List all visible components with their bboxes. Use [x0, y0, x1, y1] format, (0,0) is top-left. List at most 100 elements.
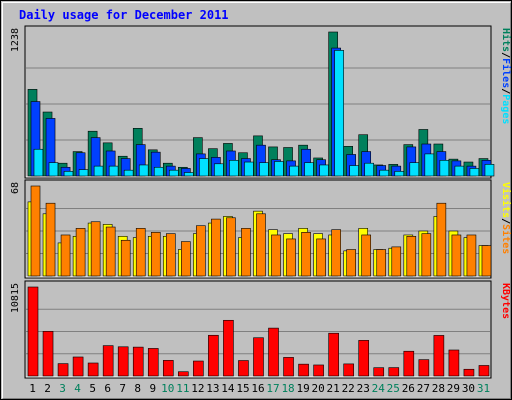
bar-kbytes-day-31	[478, 365, 490, 377]
bar-body	[481, 245, 492, 277]
bar-body	[147, 348, 159, 377]
bar-pages-day-1	[33, 148, 44, 177]
bar-pages-day-30	[469, 168, 480, 177]
bar-body	[181, 241, 191, 277]
x-tick-label: 31	[477, 382, 490, 395]
bar-pages-day-28	[439, 159, 450, 177]
bar-body	[286, 238, 296, 277]
bar-body	[289, 165, 299, 177]
bar-pages-day-29	[454, 165, 465, 177]
bar-sites-day-4	[75, 228, 86, 277]
bar-body	[45, 202, 56, 277]
bar-body	[319, 164, 329, 177]
bar-sites-day-15	[241, 228, 251, 277]
x-tick-label: 18	[281, 382, 294, 395]
bar-kbytes-day-18	[283, 357, 294, 377]
x-axis-tick-labels: 1 2 3 4 5 6 7 8 9 10 11 12 13 14 15 16 17 18 19 20 21 22 23 24 2…	[29, 382, 490, 395]
x-tick-label: 17	[266, 382, 279, 395]
x-tick-label: 23	[357, 382, 370, 395]
panel-kbytes: 10815 KBytes	[10, 280, 511, 379]
bar-body	[394, 171, 405, 177]
bar-sites-day-2	[45, 202, 56, 277]
bar-sites-day-30	[466, 234, 477, 277]
bar-pages-day-11	[184, 172, 194, 177]
bar-sites-day-6	[105, 226, 116, 277]
bar-sites-day-21	[331, 229, 341, 277]
bar-body	[271, 234, 281, 277]
bar-kbytes-day-20	[313, 364, 324, 377]
bar-body	[388, 367, 400, 377]
bar-sites-day-5	[90, 221, 101, 277]
bar-body	[42, 331, 54, 377]
bar-kbytes-day-2	[42, 331, 54, 377]
bar-body	[27, 286, 39, 377]
bar-body	[376, 249, 387, 277]
bar-body	[403, 350, 415, 377]
bar-body	[150, 232, 161, 277]
bar-kbytes-day-3	[57, 363, 69, 377]
bar-sites-day-27	[421, 233, 432, 277]
bar-kbytes-day-16	[253, 337, 264, 377]
bar-kbytes-day-11	[178, 371, 189, 377]
bar-pages-day-15	[244, 161, 254, 177]
bar-kbytes-day-9	[147, 348, 159, 377]
bar-pages-day-22	[349, 165, 359, 177]
bar-body	[244, 161, 254, 177]
bar-sites-day-22	[346, 249, 356, 277]
legend-item-pages: Pages	[500, 94, 511, 124]
bar-kbytes-day-19	[298, 363, 309, 377]
bar-kbytes-day-7	[117, 346, 129, 377]
x-tick-label: 28	[432, 382, 445, 395]
legend-kbytes: KBytes	[500, 283, 511, 319]
bar-body	[105, 226, 116, 277]
bar-pages-day-21	[334, 50, 344, 177]
bar-kbytes-day-15	[238, 360, 249, 377]
bar-body	[253, 337, 264, 377]
bar-body	[90, 221, 101, 277]
bar-body	[168, 169, 179, 177]
bar-body	[60, 234, 71, 277]
bar-body	[409, 162, 420, 177]
bar-body	[138, 164, 149, 177]
bar-sites-day-9	[150, 232, 161, 277]
bar-body	[343, 363, 354, 377]
bar-body	[72, 356, 84, 377]
x-tick-label: 25	[387, 382, 400, 395]
bar-sites-day-20	[316, 238, 326, 277]
bar-body	[214, 163, 224, 177]
x-tick-label: 8	[134, 382, 141, 395]
legend-item-hits: Hits	[500, 28, 512, 52]
bar-pages-day-19	[304, 162, 314, 177]
bar-pages-day-2	[48, 162, 59, 177]
x-tick-label: 21	[327, 382, 340, 395]
legend-item-files: Files	[500, 58, 512, 88]
bar-kbytes-day-14	[223, 319, 234, 377]
x-tick-label: 22	[342, 382, 355, 395]
bar-body	[108, 165, 119, 177]
x-tick-label: 13	[206, 382, 219, 395]
bar-kbytes-day-12	[193, 360, 204, 377]
bar-body	[229, 159, 239, 177]
bar-kbytes-day-23	[358, 340, 370, 377]
bar-sites-day-17	[271, 234, 281, 277]
bar-kbytes-day-1	[27, 286, 39, 377]
bar-kbytes-day-22	[343, 363, 354, 377]
bar-body	[331, 229, 341, 277]
bar-sites-day-29	[451, 234, 462, 277]
legend-sites-visits: Visits/Sites	[500, 182, 512, 254]
x-tick-label: 15	[236, 382, 249, 395]
bar-pages-day-10	[168, 169, 179, 177]
bar-pages-day-12	[199, 158, 209, 177]
bar-kbytes-day-21	[328, 332, 339, 377]
bar-pages-day-13	[214, 163, 224, 177]
bar-body	[466, 234, 477, 277]
bar-kbytes-day-4	[72, 356, 84, 377]
bar-body	[346, 249, 356, 277]
bar-body	[63, 171, 74, 177]
bar-body	[484, 164, 495, 177]
bar-sites-day-23	[361, 234, 372, 277]
bar-body	[406, 235, 417, 277]
bar-sites-day-25	[391, 246, 402, 277]
bar-body	[259, 162, 269, 177]
